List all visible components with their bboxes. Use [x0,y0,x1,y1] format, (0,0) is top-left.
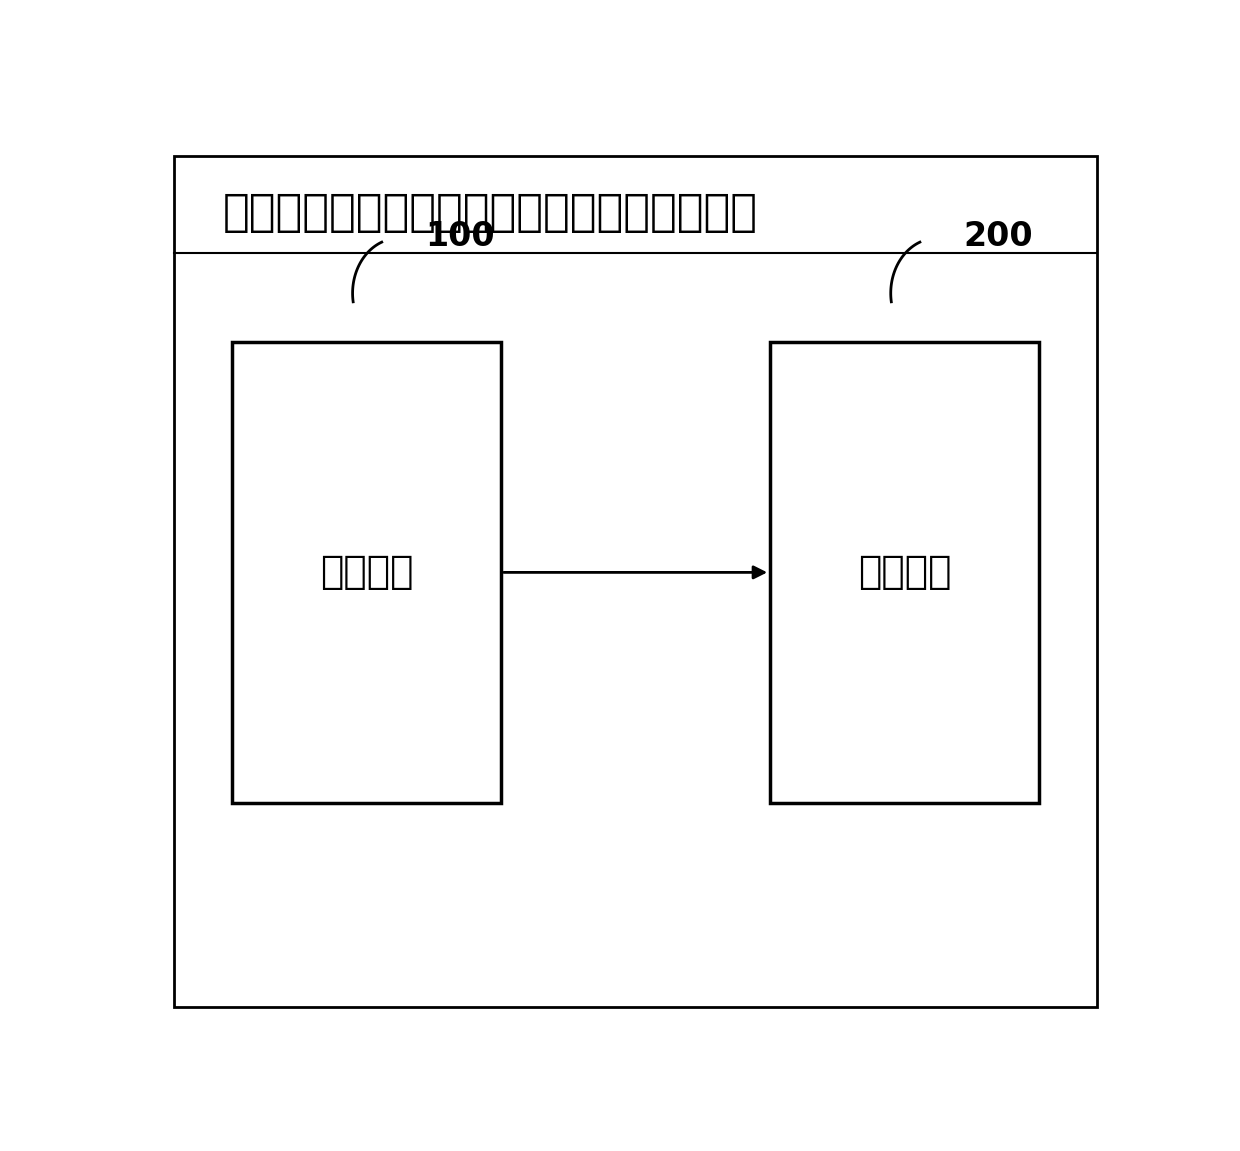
Text: 主控制器: 主控制器 [858,554,951,592]
Bar [232,342,501,803]
Text: 100: 100 [425,220,495,253]
Bar [770,342,1039,803]
Text: 传感器组: 传感器组 [320,554,413,592]
Text: 200: 200 [963,220,1033,253]
Text: 风力发电机组叶片气动平衡监测和自调整系统: 风力发电机组叶片气动平衡监测和自调整系统 [222,191,758,235]
